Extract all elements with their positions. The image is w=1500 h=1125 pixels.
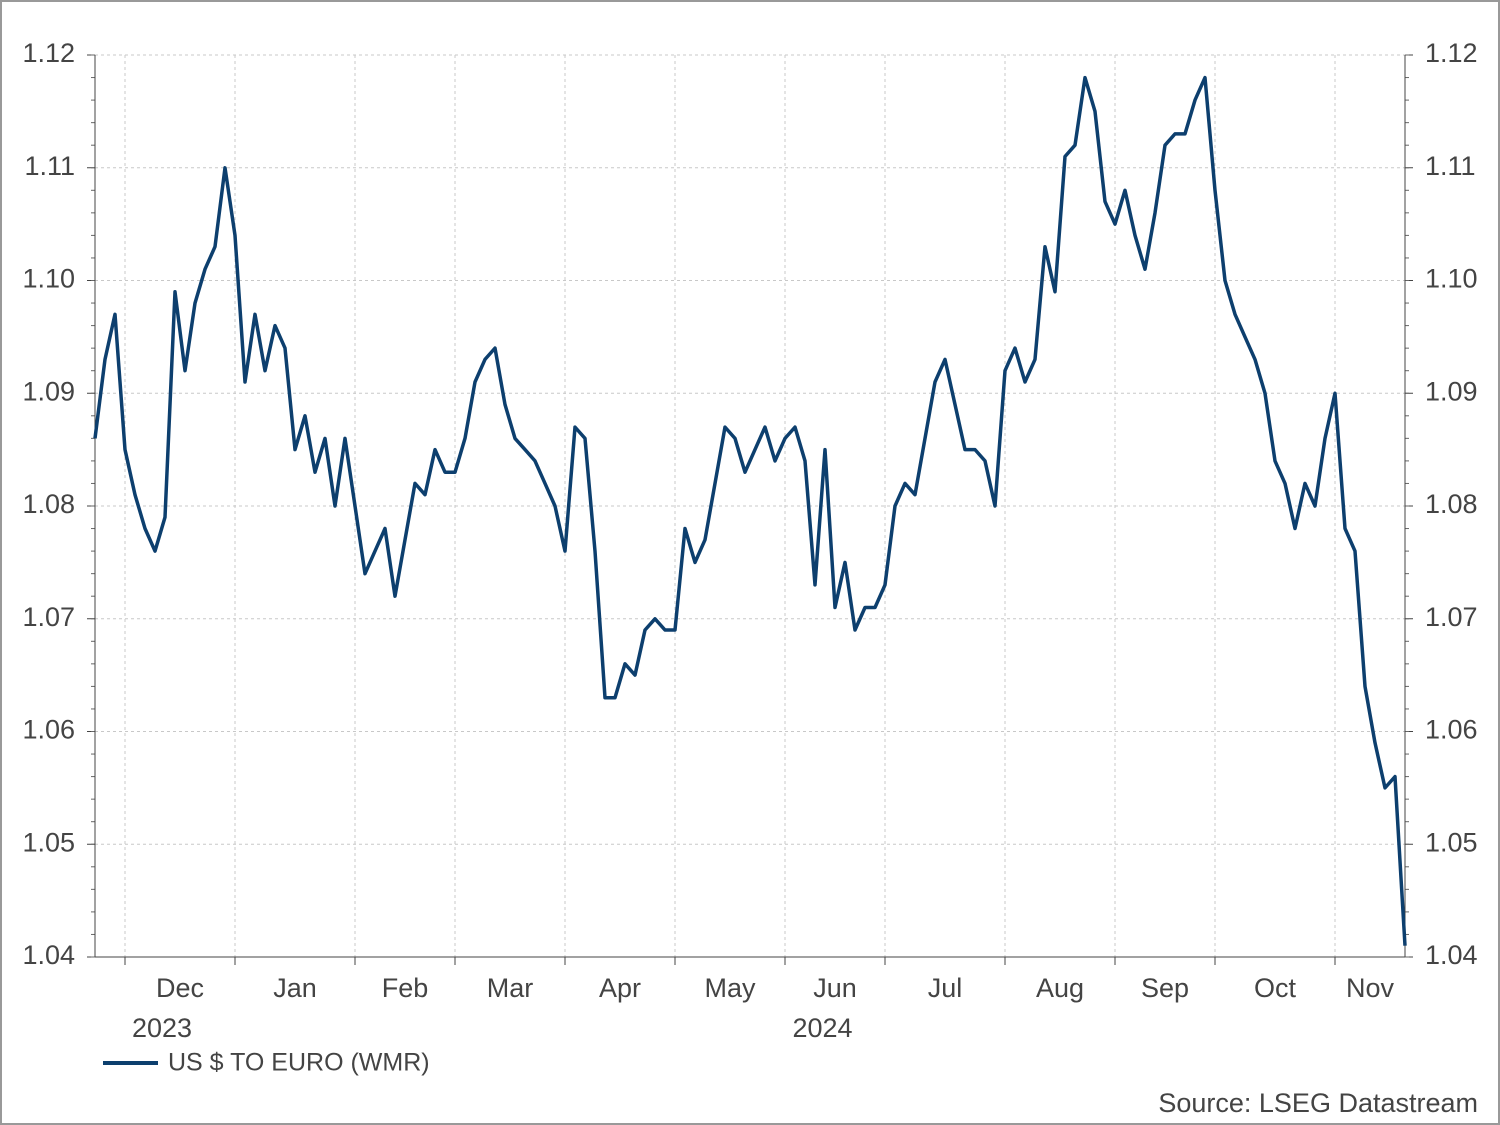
y-tick-label: 1.10 (22, 264, 75, 294)
y2-tick-label: 1.06 (1425, 715, 1478, 745)
y2-tick-label: 1.08 (1425, 489, 1478, 519)
x-group-label: 2024 (792, 1013, 852, 1043)
x-tick-label: Oct (1254, 973, 1297, 1003)
y-tick-label: 1.12 (22, 38, 75, 68)
legend-label: US $ TO EURO (WMR) (168, 1049, 430, 1077)
y2-tick-label: 1.12 (1425, 38, 1478, 68)
y2-tick-label: 1.09 (1425, 376, 1478, 406)
y-tick-label: 1.07 (22, 602, 75, 632)
x-tick-label: Mar (487, 973, 534, 1003)
y2-tick-label: 1.04 (1425, 940, 1478, 970)
y-tick-label: 1.06 (22, 715, 75, 745)
y-tick-label: 1.05 (22, 827, 75, 857)
x-tick-label: Jan (273, 973, 317, 1003)
x-tick-label: Feb (382, 973, 429, 1003)
y2-tick-label: 1.11 (1425, 151, 1476, 181)
y-tick-label: 1.04 (22, 940, 75, 970)
x-tick-label: Jun (813, 973, 857, 1003)
x-tick-label: Apr (599, 973, 641, 1003)
x-tick-label: Nov (1346, 973, 1395, 1003)
y2-tick-label: 1.10 (1425, 264, 1478, 294)
y-tick-label: 1.08 (22, 489, 75, 519)
x-tick-label: Dec (156, 973, 204, 1003)
x-tick-label: Aug (1036, 973, 1084, 1003)
source: Source: LSEG Datastream (1158, 1088, 1478, 1118)
x-group-label: 2023 (132, 1013, 192, 1043)
y2-tick-label: 1.05 (1425, 827, 1478, 857)
y-tick-label: 1.11 (24, 151, 75, 181)
line (93, 75, 1407, 946)
x-tick-label: Sep (1141, 973, 1189, 1003)
x-tick-label: May (704, 973, 756, 1003)
y-tick-label: 1.09 (22, 376, 75, 406)
x-tick-label: Jul (928, 973, 963, 1003)
y2-tick-label: 1.07 (1425, 602, 1478, 632)
